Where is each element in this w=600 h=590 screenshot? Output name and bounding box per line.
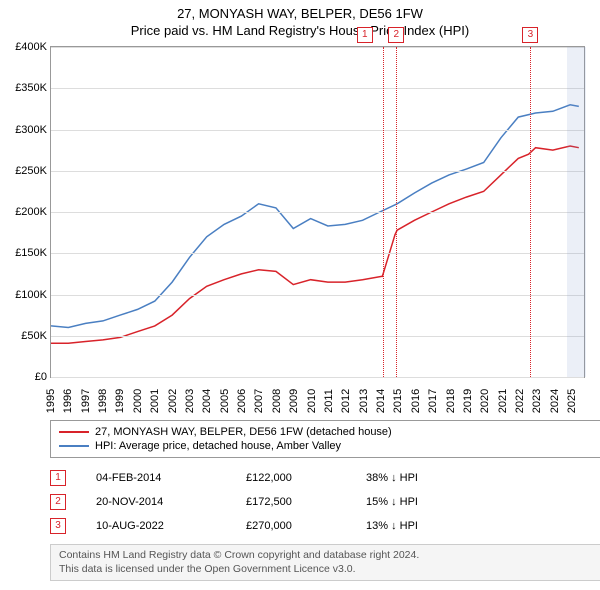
gridline-h bbox=[51, 336, 584, 337]
plot-area: £0£50K£100K£150K£200K£250K£300K£350K£400… bbox=[50, 46, 585, 378]
attribution-footer: Contains HM Land Registry data © Crown c… bbox=[50, 544, 600, 581]
x-axis-label: 1995 bbox=[45, 389, 57, 413]
x-axis-label: 2004 bbox=[201, 389, 213, 413]
x-axis-label: 2023 bbox=[531, 389, 543, 413]
event-pct: 38% ↓ HPI bbox=[366, 472, 585, 484]
event-number-box: 2 bbox=[50, 494, 66, 510]
event-vline bbox=[396, 47, 397, 377]
legend-item: HPI: Average price, detached house, Ambe… bbox=[59, 439, 594, 453]
events-table: 1 04-FEB-2014£122,00038% ↓ HPI 2 20-NOV-201… bbox=[50, 466, 585, 538]
event-marker: 2 bbox=[388, 27, 404, 43]
legend-box: 27, MONYASH WAY, BELPER, DE56 1FW (detac… bbox=[50, 420, 600, 458]
event-number-box: 1 bbox=[50, 470, 66, 486]
x-axis-label: 2019 bbox=[462, 389, 474, 413]
event-row: 2 20-NOV-2014£172,50015% ↓ HPI bbox=[50, 490, 585, 514]
legend-label: 27, MONYASH WAY, BELPER, DE56 1FW (detac… bbox=[95, 426, 392, 438]
event-price: £270,000 bbox=[246, 520, 366, 532]
x-axis-label: 2017 bbox=[427, 389, 439, 413]
x-axis-label: 2016 bbox=[410, 389, 422, 413]
chart-container: { "title_line1": "27, MONYASH WAY, BELPE… bbox=[0, 0, 600, 581]
x-axis-label: 2012 bbox=[340, 389, 352, 413]
x-axis-label: 2003 bbox=[184, 389, 196, 413]
x-axis-label: 2022 bbox=[514, 389, 526, 413]
gridline-h bbox=[51, 171, 584, 172]
x-axis-label: 2014 bbox=[375, 389, 387, 413]
x-axis-label: 2006 bbox=[236, 389, 248, 413]
y-axis-label: £350K bbox=[15, 82, 47, 94]
event-date: 04-FEB-2014 bbox=[96, 472, 246, 484]
event-row: 1 04-FEB-2014£122,00038% ↓ HPI bbox=[50, 466, 585, 490]
x-axis-label: 1996 bbox=[62, 389, 74, 413]
title-address: 27, MONYASH WAY, BELPER, DE56 1FW bbox=[0, 6, 600, 21]
chart-titles: 27, MONYASH WAY, BELPER, DE56 1FW Price … bbox=[0, 0, 600, 38]
event-row: 3 10-AUG-2022£270,00013% ↓ HPI bbox=[50, 514, 585, 538]
x-axis-label: 2001 bbox=[149, 389, 161, 413]
x-axis-label: 2011 bbox=[323, 389, 335, 413]
x-axis-label: 2000 bbox=[132, 389, 144, 413]
event-marker: 1 bbox=[357, 27, 373, 43]
x-axis-label: 2021 bbox=[497, 389, 509, 413]
event-vline bbox=[530, 47, 531, 377]
x-axis-label: 2024 bbox=[549, 389, 561, 413]
legend-item: 27, MONYASH WAY, BELPER, DE56 1FW (detac… bbox=[59, 425, 594, 439]
footer-line2: This data is licensed under the Open Gov… bbox=[59, 563, 594, 577]
gridline-h bbox=[51, 130, 584, 131]
gridline-h bbox=[51, 253, 584, 254]
y-axis-label: £50K bbox=[21, 330, 47, 342]
x-axis-label: 2013 bbox=[358, 389, 370, 413]
event-pct: 15% ↓ HPI bbox=[366, 496, 585, 508]
event-price: £122,000 bbox=[246, 472, 366, 484]
x-axis-label: 2020 bbox=[479, 389, 491, 413]
x-axis-label: 1999 bbox=[114, 389, 126, 413]
y-axis-label: £300K bbox=[15, 124, 47, 136]
legend-swatch bbox=[59, 445, 89, 447]
x-axis-label: 2009 bbox=[288, 389, 300, 413]
event-price: £172,500 bbox=[246, 496, 366, 508]
y-axis-label: £0 bbox=[35, 371, 47, 383]
y-axis-label: £200K bbox=[15, 206, 47, 218]
y-axis-label: £250K bbox=[15, 165, 47, 177]
gridline-h bbox=[51, 295, 584, 296]
footer-line1: Contains HM Land Registry data © Crown c… bbox=[59, 549, 594, 563]
series-line bbox=[51, 146, 579, 343]
legend-swatch bbox=[59, 431, 89, 433]
x-axis-label: 2007 bbox=[253, 389, 265, 413]
y-axis-label: £100K bbox=[15, 289, 47, 301]
event-pct: 13% ↓ HPI bbox=[366, 520, 585, 532]
gridline-h bbox=[51, 212, 584, 213]
legend-label: HPI: Average price, detached house, Ambe… bbox=[95, 440, 341, 452]
gridline-h bbox=[51, 377, 584, 378]
x-axis-label: 2018 bbox=[445, 389, 457, 413]
x-axis-label: 2005 bbox=[219, 389, 231, 413]
event-marker: 3 bbox=[522, 27, 538, 43]
gridline-h bbox=[51, 88, 584, 89]
title-subtitle: Price paid vs. HM Land Registry's House … bbox=[0, 23, 600, 38]
x-axis-label: 2025 bbox=[566, 389, 578, 413]
x-axis-label: 2008 bbox=[271, 389, 283, 413]
y-axis-label: £400K bbox=[15, 41, 47, 53]
x-axis-label: 2010 bbox=[306, 389, 318, 413]
event-vline bbox=[383, 47, 384, 377]
y-axis-label: £150K bbox=[15, 247, 47, 259]
event-date: 10-AUG-2022 bbox=[96, 520, 246, 532]
x-axis-label: 1997 bbox=[80, 389, 92, 413]
x-axis-label: 2002 bbox=[167, 389, 179, 413]
event-date: 20-NOV-2014 bbox=[96, 496, 246, 508]
x-axis-label: 2015 bbox=[392, 389, 404, 413]
event-number-box: 3 bbox=[50, 518, 66, 534]
gridline-h bbox=[51, 47, 584, 48]
x-axis-label: 1998 bbox=[97, 389, 109, 413]
forecast-shade bbox=[567, 47, 586, 377]
